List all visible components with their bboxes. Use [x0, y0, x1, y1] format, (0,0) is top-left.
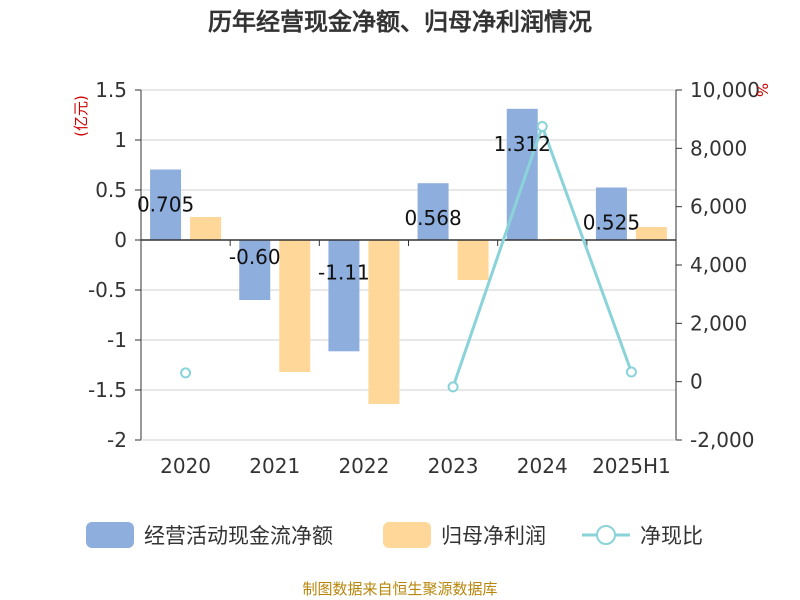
- bars: [150, 108, 667, 404]
- right-axis-unit: %: [753, 83, 771, 97]
- legend-swatch-profit: [383, 522, 431, 548]
- cashflow-data-label: -0.60: [229, 245, 281, 269]
- profit-bar: [457, 240, 489, 280]
- chart-title: 历年经营现金净额、归母净利润情况: [208, 8, 592, 36]
- ratio-point: [447, 381, 459, 393]
- ratio-point: [625, 366, 637, 378]
- profit-bar: [279, 240, 311, 372]
- right-tick-label: 4,000: [690, 253, 747, 277]
- ratio-line: [180, 120, 637, 393]
- cashflow-bar: [417, 183, 449, 240]
- category-label: 2025H1: [592, 454, 671, 478]
- source-note: 制图数据来自恒生聚源数据库: [302, 580, 497, 598]
- right-tick-label: 6,000: [690, 195, 747, 219]
- cashflow-bar: [328, 240, 360, 352]
- profit-bar: [190, 217, 222, 240]
- legend: 经营活动现金流净额 归母净利润 净现比: [86, 522, 703, 548]
- profit-bar: [368, 240, 400, 404]
- legend-swatch-ratio-marker: [596, 525, 616, 545]
- axes: 1.5 1 0.5 0 -0.5 -1 -1.5 -2 10,000 8,000 6,000 4,00…: [88, 78, 760, 478]
- category-label: 2023: [428, 454, 479, 478]
- right-tick-label: 0: [690, 370, 703, 394]
- category-label: 2022: [338, 454, 389, 478]
- left-tick-label: 0.5: [95, 178, 127, 202]
- ratio-point: [180, 367, 192, 379]
- cashflow-data-label: 1.312: [494, 132, 551, 156]
- legend-label-cashflow: 经营活动现金流净额: [144, 524, 333, 548]
- grid: [141, 89, 676, 441]
- category-label: 2020: [160, 454, 211, 478]
- cashflow-data-label: -1.11: [318, 260, 370, 284]
- left-axis-unit: (亿元): [72, 95, 90, 137]
- cashflow-data-label: 0.525: [583, 211, 640, 235]
- right-tick-label: 10,000: [690, 78, 760, 102]
- cashflow-data-label: 0.705: [137, 193, 194, 217]
- legend-label-profit: 归母净利润: [441, 524, 546, 548]
- left-tick-label: -1: [107, 328, 127, 352]
- category-label: 2021: [249, 454, 300, 478]
- cashflow-bar: [239, 240, 271, 300]
- profit-bar: [635, 227, 667, 240]
- cashflow-bar: [595, 187, 627, 240]
- right-tick-label: 8,000: [690, 136, 747, 160]
- data-labels: 0.705 -0.60 -1.11 0.568 1.312 0.525: [137, 132, 640, 285]
- legend-swatch-cashflow: [86, 522, 134, 548]
- right-tick-label: -2,000: [690, 428, 754, 452]
- left-tick-label: 0: [114, 228, 127, 252]
- left-tick-label: -0.5: [88, 278, 127, 302]
- left-tick-label: 1: [114, 128, 127, 152]
- ratio-point: [536, 120, 548, 132]
- cashflow-bar: [150, 169, 182, 240]
- category-label: 2024: [517, 454, 568, 478]
- right-tick-label: 2,000: [690, 311, 747, 335]
- left-tick-label: -1.5: [88, 378, 127, 402]
- cashflow-data-label: 0.568: [404, 206, 461, 230]
- left-tick-label: -2: [107, 428, 127, 452]
- legend-label-ratio: 净现比: [640, 524, 703, 548]
- left-tick-label: 1.5: [95, 78, 127, 102]
